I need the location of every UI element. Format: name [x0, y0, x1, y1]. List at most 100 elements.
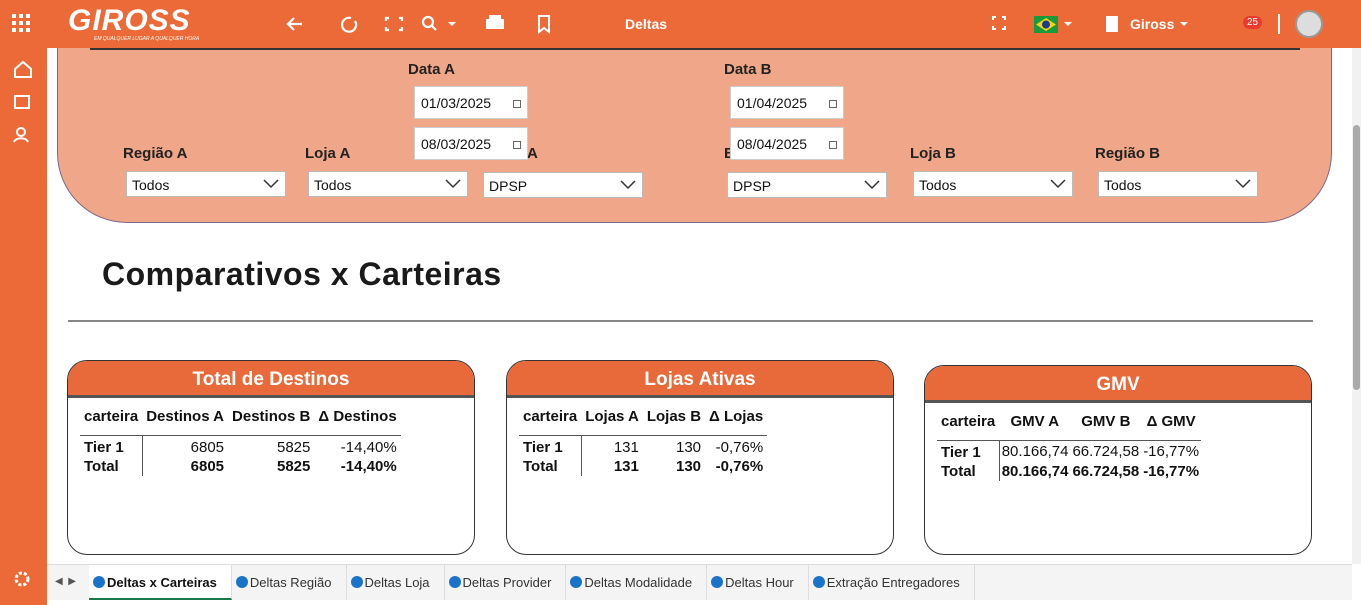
table-row: Tier 1 131 130 -0,76%: [519, 435, 768, 457]
tab[interactable]: Deltas x Carteiras: [89, 565, 232, 600]
column-header: carteira: [84, 408, 139, 425]
header-row: carteira Destinos A Destinos B Δ Destinos: [80, 402, 401, 436]
cell: 5825: [277, 458, 311, 475]
column-header: Δ Destinos: [318, 408, 397, 425]
column-header: GMV A: [1010, 413, 1060, 430]
card-table: carteira Destinos A Destinos B Δ Destinos Ti…: [80, 402, 401, 476]
notification-badge[interactable]: 25: [1243, 16, 1263, 29]
card-title: Total de Destinos: [68, 361, 474, 398]
dropdown-value: Todos: [919, 177, 957, 193]
cell: -14,40%: [314, 435, 401, 457]
card: GMV carteira GMV A GMV B Δ GMV Tier 1 80.166,7…: [924, 365, 1312, 555]
tab[interactable]: Deltas Região: [232, 565, 347, 600]
chevron: [445, 179, 461, 189]
dropdown[interactable]: DPSP: [727, 172, 887, 198]
dropdown-value: DPSP: [733, 178, 772, 194]
card: Lojas Ativas carteira Lojas A Lojas B Δ Loja…: [506, 360, 894, 555]
column-header: Δ Lojas: [709, 408, 764, 425]
date-input[interactable]: 01/04/2025: [730, 86, 844, 119]
card-title: GMV: [925, 366, 1311, 403]
table-row: Total 80.166,74 66.724,58 -16,77%: [937, 462, 1201, 481]
tab[interactable]: Extração Entregadores: [809, 565, 975, 600]
cell: -0,76%: [715, 458, 764, 475]
cell: 80.166,74: [1001, 463, 1069, 480]
tab[interactable]: Deltas Loja: [347, 565, 445, 600]
card: Total de Destinos carteira Destinos A Desti…: [67, 360, 475, 555]
tab[interactable]: Deltas Hour: [707, 565, 809, 600]
dropdown[interactable]: Todos: [1098, 171, 1258, 197]
table-row: Total 6805 5825 -14,40%: [80, 457, 401, 476]
dropdown[interactable]: Todos: [913, 171, 1073, 197]
rule: [68, 320, 1313, 322]
header-row: carteira GMV A GMV B Δ GMV: [937, 407, 1201, 441]
cell: 80.166,74: [999, 440, 1071, 462]
page-name: Deltas: [625, 16, 668, 32]
tab-nav[interactable]: ◀ ▶: [55, 576, 76, 587]
cell: 5825: [228, 435, 315, 457]
tab[interactable]: Deltas Modalidade: [566, 565, 708, 600]
filter-label: Loja A: [305, 145, 351, 162]
chevron: [864, 180, 880, 190]
cell: Total: [937, 462, 1000, 481]
column-header: Lojas B: [646, 408, 702, 425]
company-name[interactable]: Giross: [1130, 16, 1175, 32]
cell: 130: [676, 458, 702, 475]
chevron: [263, 179, 279, 189]
cell: 131: [581, 435, 643, 457]
scrollbar[interactable]: [1352, 48, 1361, 564]
dropdown-value: DPSP: [489, 178, 528, 194]
sidebar-icons[interactable]: [13, 60, 33, 150]
column-header: Destinos B: [232, 408, 311, 425]
toolbar-icons[interactable]: [285, 14, 585, 34]
dropdown[interactable]: Todos: [308, 171, 468, 197]
dropdown-value: Todos: [132, 177, 170, 193]
cell: 6805: [190, 458, 225, 475]
date-input[interactable]: 08/03/2025: [414, 127, 528, 160]
dropdown[interactable]: Todos: [126, 171, 286, 197]
date-label: Data A: [408, 61, 455, 78]
date-input[interactable]: 01/03/2025: [414, 86, 528, 119]
scroll-thumb[interactable]: [1353, 125, 1360, 390]
company-icons: [1106, 16, 1188, 32]
column-header: carteira: [523, 408, 578, 425]
sidebar: [0, 48, 47, 605]
tab[interactable]: Deltas Provider: [445, 565, 567, 600]
table-row: Total 131 130 -0,76%: [519, 457, 767, 476]
dropdown-value: Todos: [1104, 177, 1142, 193]
table-row: Tier 1 80.166,74 66.724,58 -16,77%: [937, 440, 1202, 462]
cell: Total: [519, 457, 582, 476]
divider: [1278, 14, 1280, 34]
cell: -16,77%: [1143, 463, 1200, 480]
cell: 66.724,58: [1070, 440, 1142, 462]
header-icons[interactable]: [990, 14, 1080, 34]
date-input[interactable]: 08/04/2025: [730, 127, 844, 160]
header-row: carteira Lojas A Lojas B Δ Lojas: [519, 402, 767, 436]
dropdown-value: Todos: [314, 177, 352, 193]
cell: Tier 1: [80, 435, 143, 457]
card-table: carteira GMV A GMV B Δ GMV Tier 1 80.166,74 66…: [937, 407, 1202, 481]
filter-label: Região A: [123, 145, 188, 162]
tab-bar: ◀ ▶ Deltas x Carteiras Deltas Região Delta…: [47, 564, 1352, 600]
column-header: Δ GMV: [1146, 413, 1196, 430]
cell: 66.724,58: [1072, 463, 1140, 480]
avatar[interactable]: [1295, 10, 1323, 38]
column-header: Lojas A: [585, 408, 639, 425]
column-header: GMV B: [1081, 413, 1131, 430]
card-title: Lojas Ativas: [507, 361, 893, 398]
column-header: carteira: [941, 413, 996, 430]
cell: Total: [80, 457, 143, 476]
logo[interactable]: GIROSS: [68, 4, 191, 37]
tagline: EM QUALQUER LUGAR A QUALQUER HORA: [94, 36, 200, 42]
table-row: Tier 1 6805 5825 -14,40%: [80, 435, 401, 457]
heading: Comparativos x Carteiras: [102, 256, 502, 292]
chevron: [1050, 179, 1066, 189]
cell: 130: [642, 435, 706, 457]
cell: Tier 1: [937, 440, 1000, 462]
dropdown[interactable]: DPSP: [483, 172, 643, 198]
column-header: Destinos A: [146, 408, 225, 425]
settings-icon[interactable]: [13, 570, 31, 588]
cell: -0,76%: [705, 435, 768, 457]
card-table: carteira Lojas A Lojas B Δ Lojas Tier 1 131 13…: [519, 402, 768, 476]
menu-icon[interactable]: [12, 14, 30, 32]
